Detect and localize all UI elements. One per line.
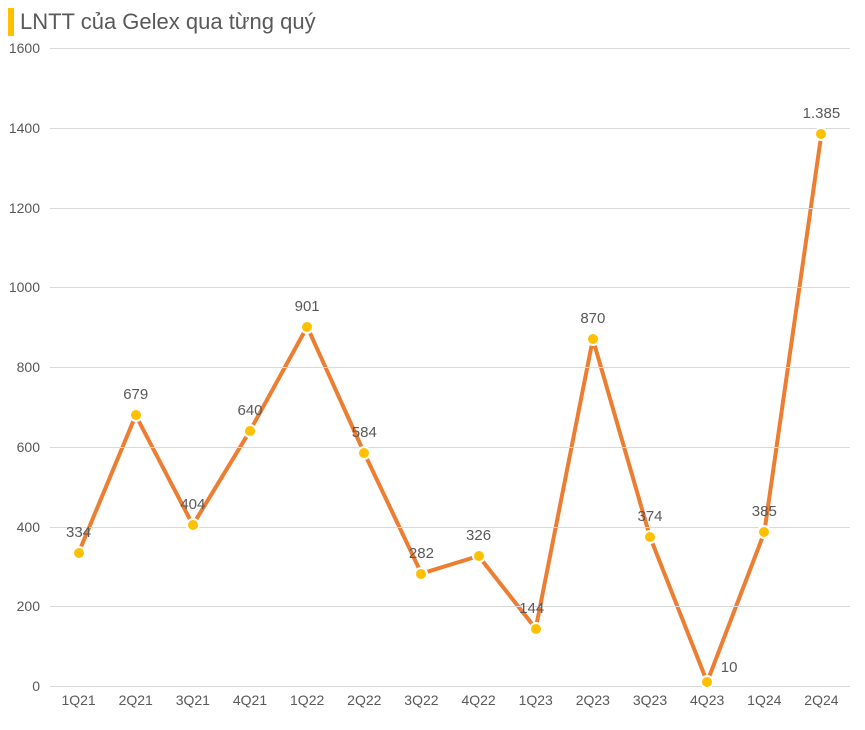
x-axis-tick-label: 2Q24 <box>804 692 838 708</box>
data-point-marker <box>472 549 486 563</box>
data-point-label: 374 <box>637 508 662 525</box>
data-point-label: 334 <box>66 524 91 541</box>
data-point-marker <box>300 320 314 334</box>
x-axis-tick-label: 3Q22 <box>404 692 438 708</box>
data-point-marker <box>186 518 200 532</box>
data-point-marker <box>757 525 771 539</box>
chart-title-wrap: LNTT của Gelex qua từng quý <box>8 8 316 36</box>
y-grid-line <box>50 367 850 368</box>
data-point-marker <box>643 530 657 544</box>
y-grid-line <box>50 606 850 607</box>
data-point-marker <box>700 675 714 689</box>
data-point-label: 282 <box>409 545 434 562</box>
data-point-marker <box>129 408 143 422</box>
y-axis-tick-label: 1600 <box>0 40 40 56</box>
data-point-marker <box>243 424 257 438</box>
data-point-label: 679 <box>123 386 148 403</box>
x-axis-tick-label: 2Q23 <box>576 692 610 708</box>
y-axis-tick-label: 600 <box>0 439 40 455</box>
x-axis-tick-label: 2Q21 <box>119 692 153 708</box>
chart-container: LNTT của Gelex qua từng quý 020040060080… <box>0 0 865 730</box>
x-axis-tick-label: 1Q23 <box>519 692 553 708</box>
line-series-path <box>79 134 822 682</box>
data-point-marker <box>357 446 371 460</box>
x-axis-tick-label: 3Q23 <box>633 692 667 708</box>
data-point-label: 870 <box>580 310 605 327</box>
data-point-marker <box>529 622 543 636</box>
data-point-marker <box>72 546 86 560</box>
data-point-label: 144 <box>519 600 544 617</box>
data-point-marker <box>414 567 428 581</box>
y-grid-line <box>50 686 850 687</box>
y-axis-tick-label: 800 <box>0 359 40 375</box>
y-grid-line <box>50 128 850 129</box>
data-point-label: 1.385 <box>803 105 841 122</box>
x-axis-tick-label: 1Q21 <box>61 692 95 708</box>
y-axis-tick-label: 1000 <box>0 279 40 295</box>
x-axis-tick-label: 1Q24 <box>747 692 781 708</box>
y-grid-line <box>50 48 850 49</box>
x-axis-tick-label: 4Q22 <box>461 692 495 708</box>
chart-title: LNTT của Gelex qua từng quý <box>20 9 316 35</box>
data-point-label: 385 <box>752 503 777 520</box>
plot-area: 020040060080010001200140016001Q212Q213Q2… <box>50 48 850 686</box>
y-grid-line <box>50 527 850 528</box>
y-grid-line <box>50 287 850 288</box>
data-point-label: 404 <box>180 496 205 513</box>
y-axis-tick-label: 200 <box>0 598 40 614</box>
y-axis-tick-label: 1400 <box>0 120 40 136</box>
y-grid-line <box>50 208 850 209</box>
data-point-marker <box>586 332 600 346</box>
y-grid-line <box>50 447 850 448</box>
data-point-marker <box>814 127 828 141</box>
title-accent-bar <box>8 8 14 36</box>
x-axis-tick-label: 2Q22 <box>347 692 381 708</box>
data-point-label: 640 <box>237 402 262 419</box>
x-axis-tick-label: 4Q21 <box>233 692 267 708</box>
x-axis-tick-label: 3Q21 <box>176 692 210 708</box>
y-axis-tick-label: 0 <box>0 678 40 694</box>
data-point-label: 901 <box>295 298 320 315</box>
data-point-label: 584 <box>352 424 377 441</box>
y-axis-tick-label: 1200 <box>0 200 40 216</box>
data-point-label: 326 <box>466 527 491 544</box>
x-axis-tick-label: 4Q23 <box>690 692 724 708</box>
data-point-label: 10 <box>721 659 738 676</box>
x-axis-tick-label: 1Q22 <box>290 692 324 708</box>
y-axis-tick-label: 400 <box>0 519 40 535</box>
